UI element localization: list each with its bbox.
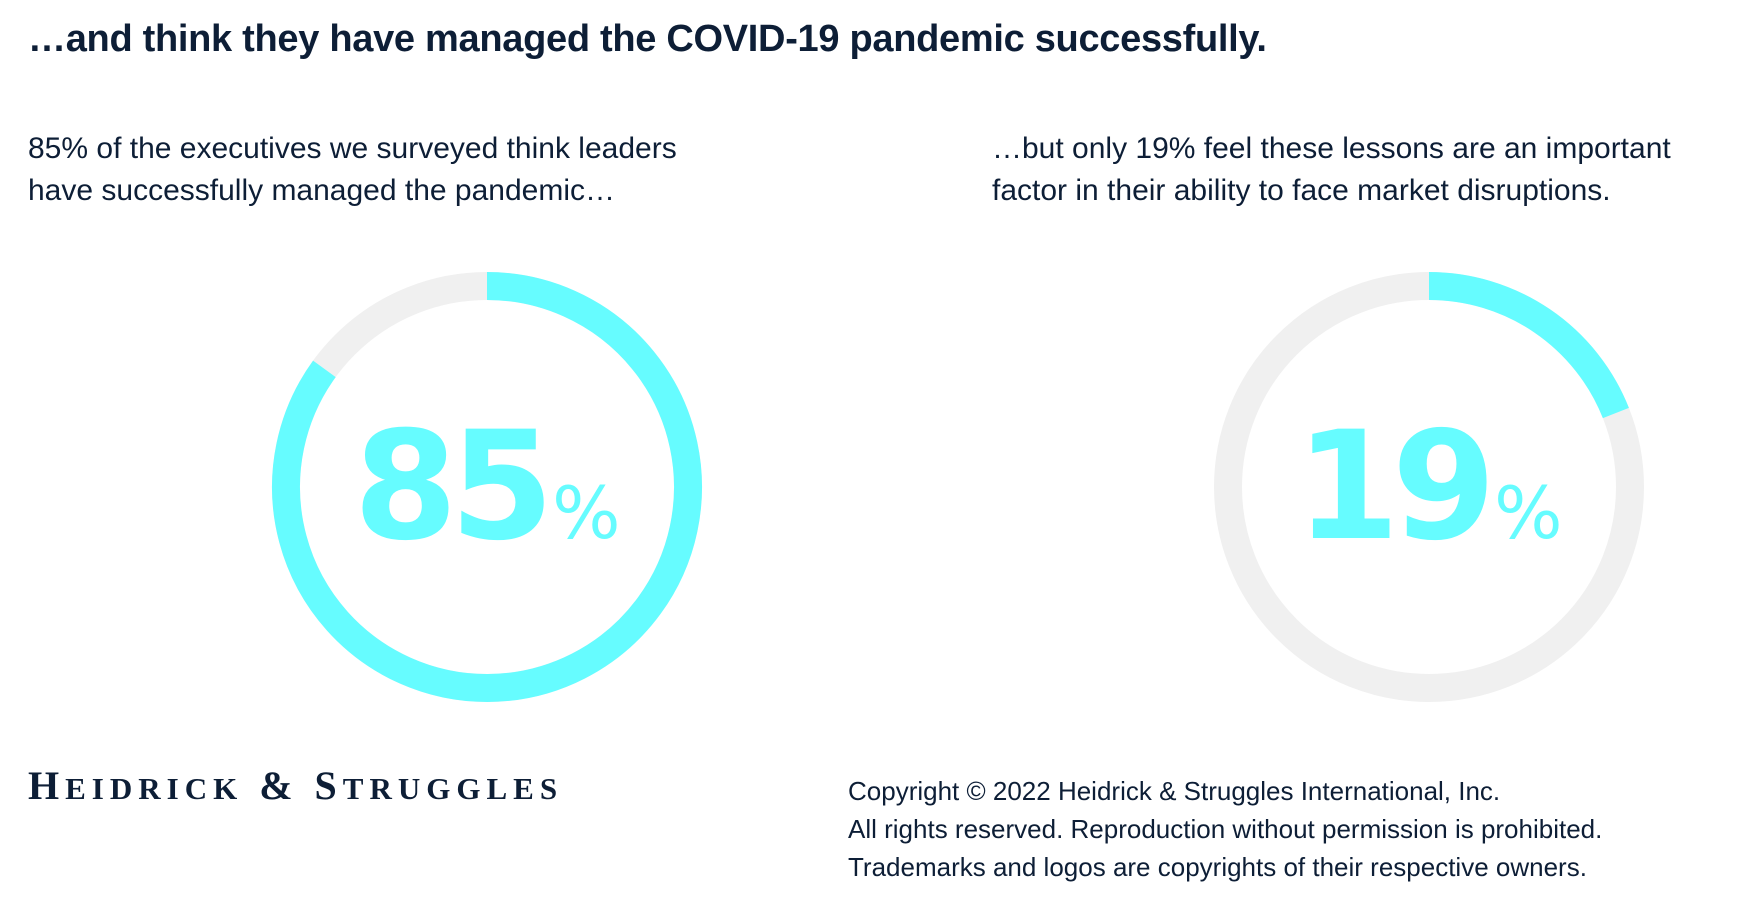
left-caption-line-2: have successfully managed the pandemic…	[28, 174, 615, 207]
donut-arc-right	[1428, 272, 1629, 419]
donut-percent-sign-right: %	[1494, 471, 1563, 555]
right-caption: …but only 19% feel these lessons are an …	[992, 128, 1671, 212]
donut-arc-left	[272, 272, 702, 702]
page-title: …and think they have managed the COVID-1…	[28, 18, 1267, 60]
right-caption-line-1: …but only 19% feel these lessons are an …	[992, 132, 1671, 165]
donut-percent-sign-left: %	[552, 471, 621, 555]
right-caption-line-2: factor in their ability to face market d…	[992, 174, 1611, 207]
donut-svg-right	[1214, 272, 1644, 702]
donut-chart-left: 85%	[262, 262, 712, 712]
donut-chart-right: 19%	[1204, 262, 1654, 712]
copyright-notice: Copyright © 2022 Heidrick & Struggles In…	[848, 772, 1602, 886]
donut-value-right: 19%	[1204, 262, 1654, 712]
left-caption-line-1: 85% of the executives we surveyed think …	[28, 132, 677, 165]
donut-value-number-left: 85	[353, 400, 554, 574]
left-caption: 85% of the executives we surveyed think …	[28, 128, 677, 212]
donut-value-left: 85%	[262, 262, 712, 712]
copyright-line-2: All rights reserved. Reproduction withou…	[848, 814, 1603, 844]
copyright-line-1: Copyright © 2022 Heidrick & Struggles In…	[848, 776, 1501, 806]
heidrick-struggles-logo: HEIDRICK & STRUGGLES	[28, 763, 564, 808]
donut-svg-left	[272, 272, 702, 702]
copyright-line-3: Trademarks and logos are copyrights of t…	[848, 852, 1587, 882]
donut-value-number-right: 19	[1295, 400, 1496, 574]
